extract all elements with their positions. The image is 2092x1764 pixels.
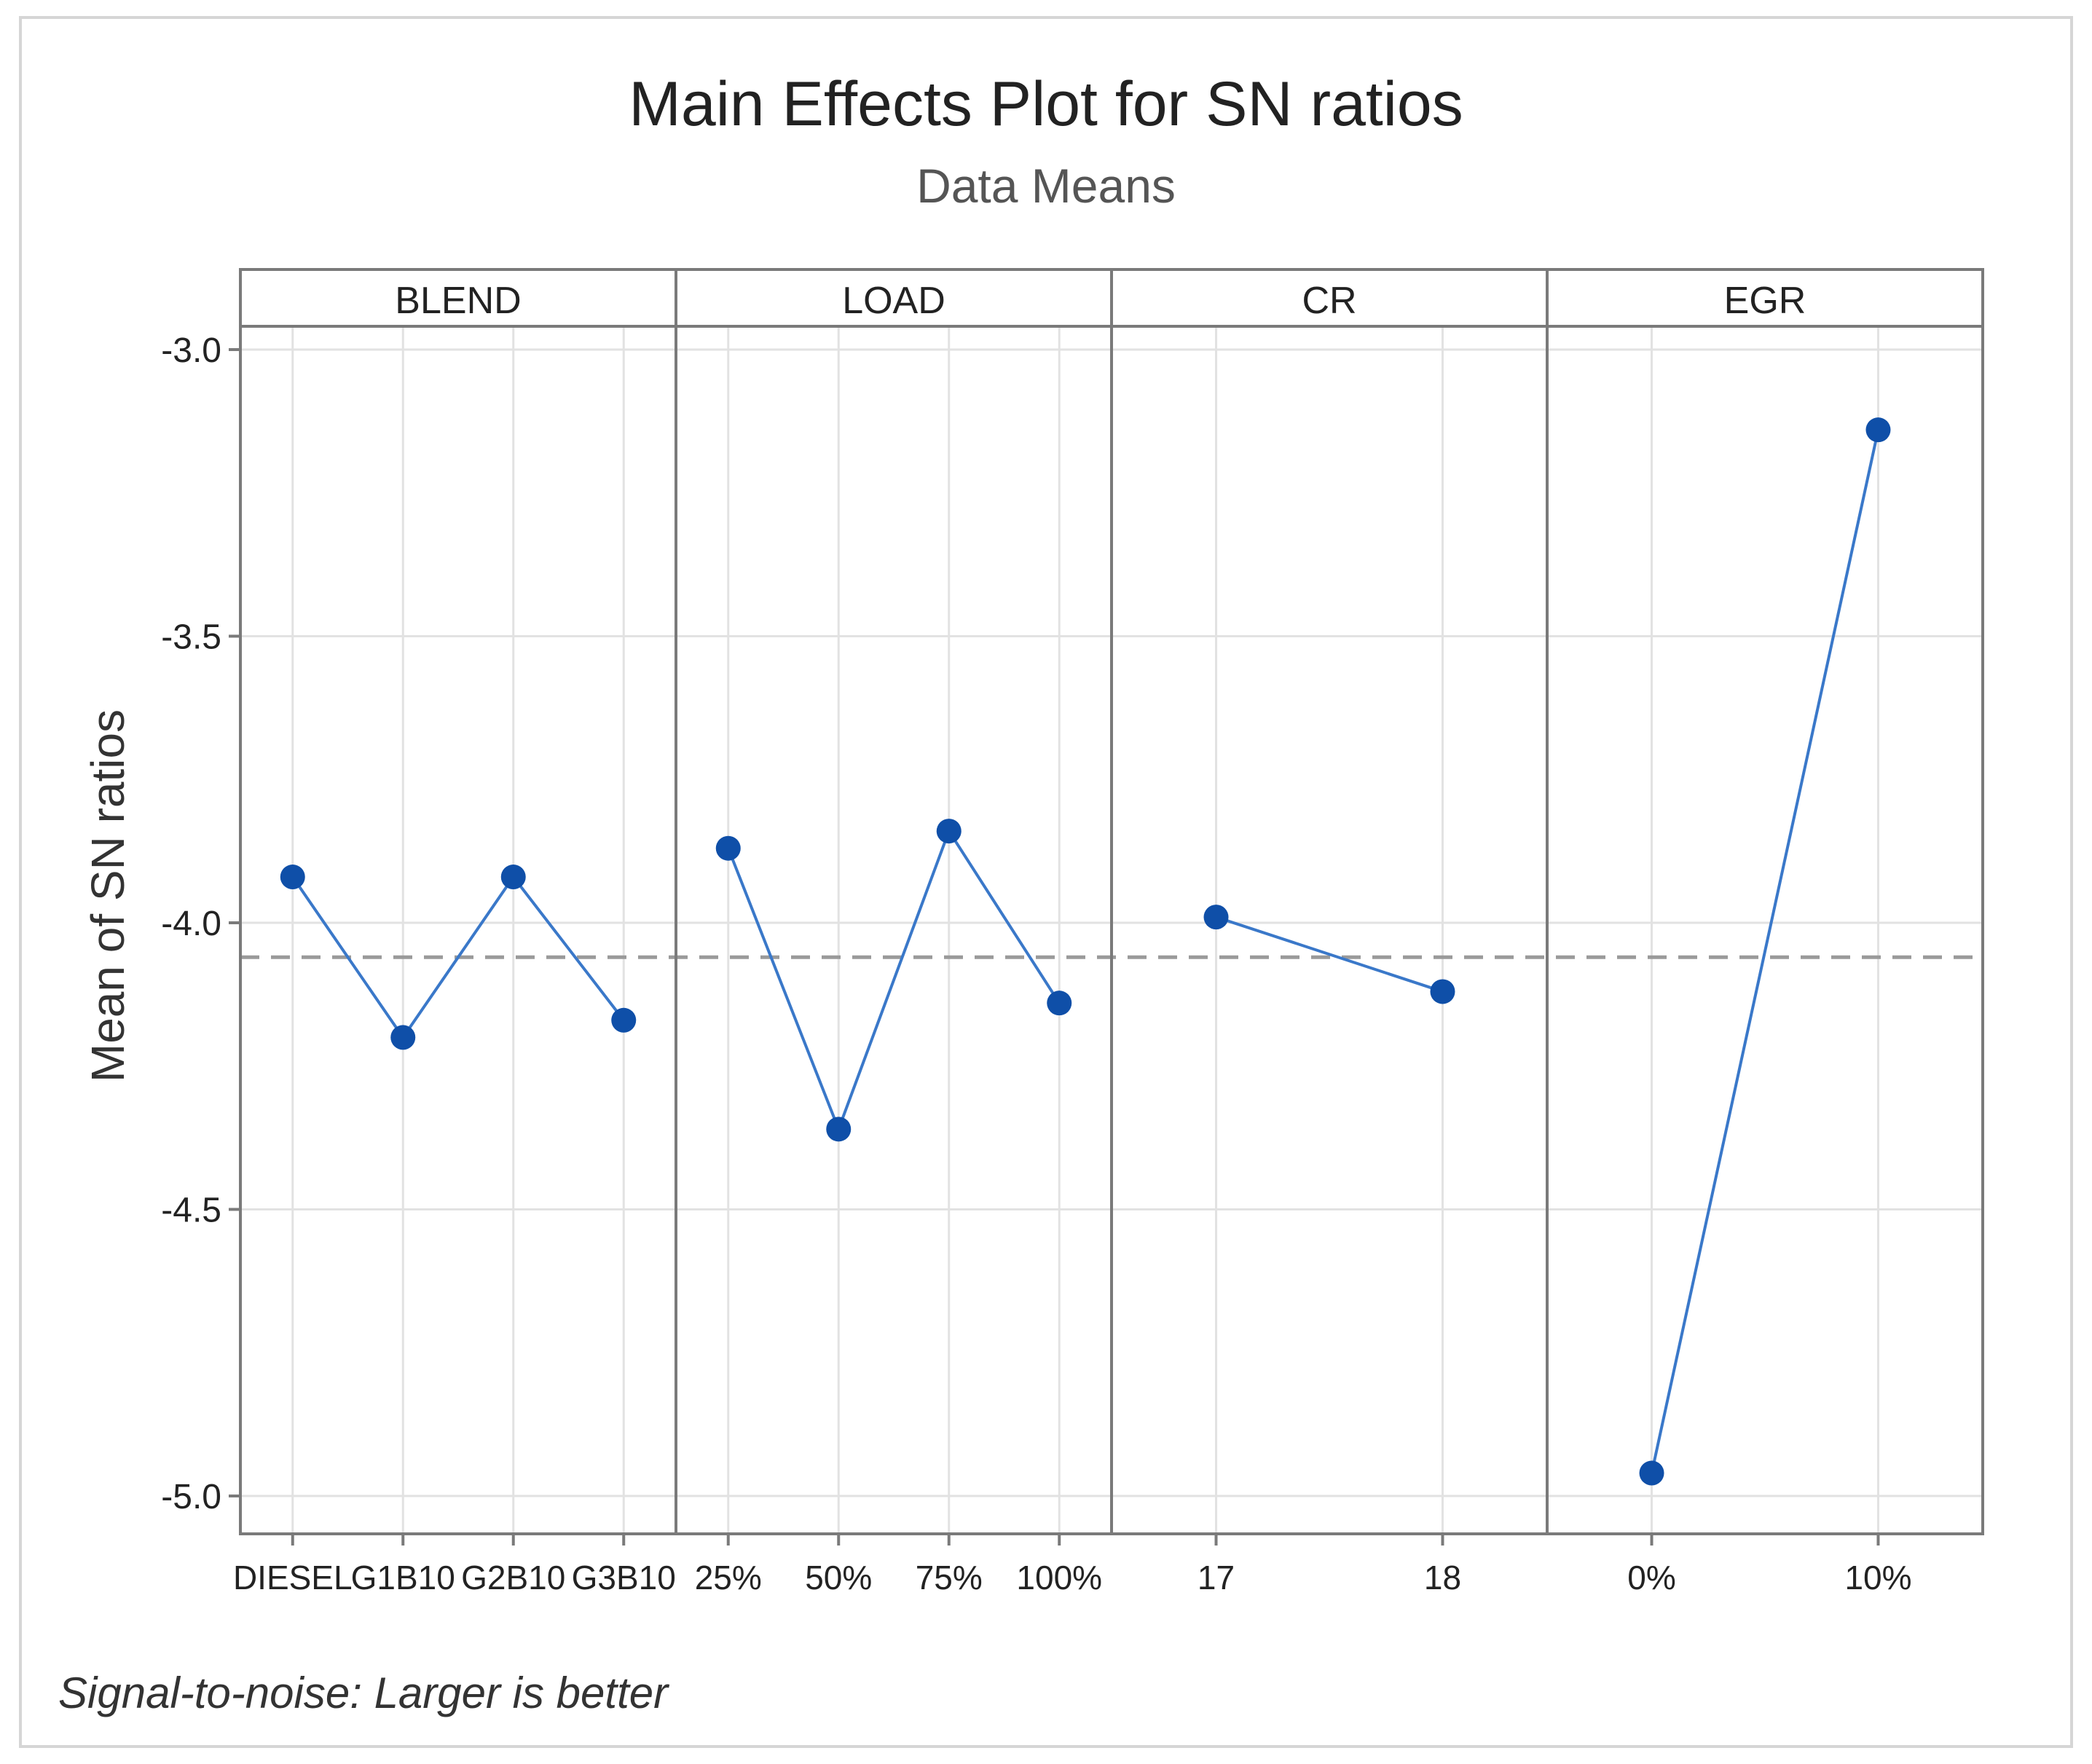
x-tick-label: 17	[1198, 1559, 1235, 1596]
x-tick-label: 100%	[1016, 1559, 1102, 1596]
panel-header-egr	[1546, 268, 1984, 328]
x-tick-label: 10%	[1844, 1559, 1911, 1596]
data-point-load	[936, 819, 962, 844]
panel-title-blend: BLEND	[395, 280, 521, 322]
panel-header-cr	[1110, 268, 1549, 328]
data-point-load	[826, 1117, 852, 1142]
data-point-egr	[1865, 417, 1891, 443]
x-tick-label: G3B10	[572, 1559, 676, 1596]
panel-frame-blend	[239, 325, 677, 1535]
panel-frame-egr	[1546, 325, 1984, 1535]
chart-title: Main Effects Plot for SN ratios	[629, 69, 1463, 139]
y-tick-label: -4.5	[161, 1192, 221, 1230]
data-point-cr	[1203, 905, 1229, 930]
data-point-blend	[500, 865, 526, 890]
data-point-egr	[1639, 1460, 1664, 1486]
series-line-load	[726, 827, 1061, 1133]
chart-subtitle: Data Means	[916, 159, 1176, 213]
y-axis-label: Mean of SN ratios	[82, 709, 134, 1082]
x-tick-label: 0%	[1627, 1559, 1675, 1596]
panel-title-cr: CR	[1302, 280, 1356, 322]
x-tick-label: DIESEL	[233, 1559, 353, 1596]
panel-frame-cr	[1110, 325, 1549, 1535]
data-point-blend	[390, 1025, 416, 1050]
x-tick-label: 50%	[805, 1559, 872, 1596]
footnote-text: Signal-to-noise: Larger is better	[58, 1669, 669, 1717]
series-line-blend	[291, 874, 625, 1040]
y-tick-label: -3.0	[161, 331, 221, 370]
y-tick-label: -4.0	[161, 905, 221, 943]
series-line-egr	[1650, 429, 1880, 1473]
data-point-blend	[611, 1007, 637, 1033]
y-tick-label: -3.5	[161, 618, 221, 657]
panel-header-blend	[239, 268, 677, 328]
x-tick-label: 18	[1424, 1559, 1461, 1596]
data-point-load	[715, 835, 741, 861]
x-tick-label: G2B10	[461, 1559, 565, 1596]
y-tick-label: -5.0	[161, 1478, 221, 1516]
x-tick-label: 25%	[695, 1559, 762, 1596]
series-line-cr	[1215, 916, 1444, 993]
panel-frame-load	[675, 325, 1113, 1535]
panel-title-egr: EGR	[1724, 280, 1806, 322]
data-point-blend	[280, 865, 305, 890]
x-tick-label: 75%	[916, 1559, 983, 1596]
plot-layer: BLEND LOAD CR EGR -3.0 -3.5 -4.0 -4.5 -5.0 DIESEL…	[161, 268, 1984, 1596]
data-point-load	[1047, 991, 1072, 1016]
x-tick-label: G1B10	[351, 1559, 455, 1596]
data-point-cr	[1430, 979, 1455, 1004]
panel-title-load: LOAD	[842, 280, 945, 322]
